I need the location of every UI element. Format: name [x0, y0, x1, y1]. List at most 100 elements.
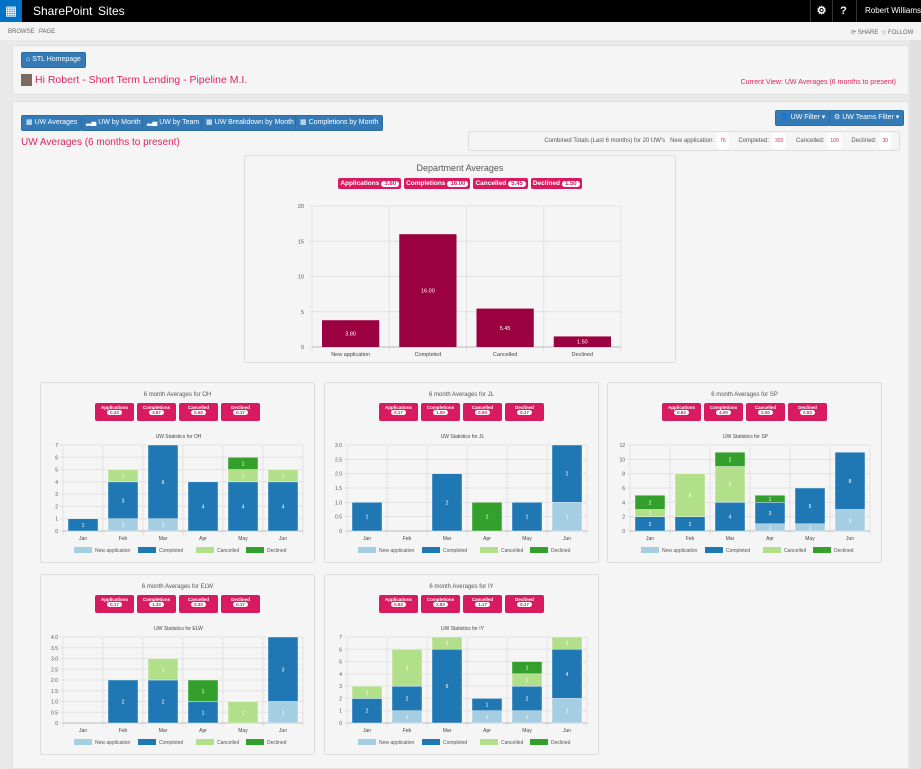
y-tick-label: 10	[619, 457, 625, 463]
x-tick-label: Feb	[403, 536, 412, 542]
badge-label: Applications	[384, 405, 412, 410]
legend-swatch	[763, 547, 781, 553]
segment-value-label: 4	[202, 504, 205, 510]
x-tick-label: Jan	[646, 536, 654, 542]
x-tick-label: Mar	[159, 728, 168, 734]
bar-value-label: 1.50	[577, 340, 588, 346]
stacked-bar-segment	[431, 636, 463, 650]
totals-cancelled-label: Cancelled:	[796, 138, 825, 144]
gear-icon[interactable]: ⚙	[810, 0, 832, 22]
x-tick-label: Jan	[363, 536, 371, 542]
average-badge: Declined 0.83	[788, 403, 827, 421]
tab-label: Completions by Month	[308, 119, 379, 126]
stl-homepage-button[interactable]: ⌂ STL Homepage	[21, 52, 86, 68]
average-badge: Applications 0.83	[379, 595, 418, 613]
badge-value: 0.83	[391, 602, 406, 607]
legend-swatch	[813, 547, 831, 553]
average-badge: Completions 1.00	[421, 403, 460, 421]
uw-filter-button[interactable]: 👤 UW Filter ▾	[775, 110, 831, 126]
segment-value-label: 2	[162, 700, 165, 706]
tab-uw-breakdown-by-month[interactable]: ▦ UW Breakdown by Month	[201, 115, 299, 131]
legend-label: New application	[95, 740, 131, 746]
segment-value-label: 3	[406, 666, 409, 672]
average-badges: Applications 0.17 Completions 1.33 Cancelled…	[41, 595, 314, 613]
average-badge: Completions 2.83	[421, 595, 460, 613]
y-tick-label: 5	[55, 468, 58, 474]
chart-svg: 0 5 10 15 20 3.80 New application 16.00 Complete…	[298, 204, 622, 358]
stacked-bar-segment	[634, 494, 666, 510]
x-tick-label: Mar	[726, 536, 735, 542]
follow-button[interactable]: ☆ FOLLOW	[881, 30, 914, 36]
share-button[interactable]: ⟳ SHARE	[851, 30, 879, 36]
legend-label: New application	[95, 548, 131, 554]
y-tick-label: 0	[622, 529, 625, 535]
tab-uw-averages[interactable]: ▦ UW Averages	[21, 115, 83, 131]
legend-swatch	[480, 547, 498, 553]
legend-swatch	[422, 547, 440, 553]
badge-label: Declined	[231, 597, 250, 602]
x-tick-label: Feb	[686, 536, 695, 542]
segment-value-label: 1	[366, 515, 369, 521]
chart-subtitle: UW Statistics for JL	[441, 434, 485, 440]
legend-label: Declined	[551, 740, 571, 746]
legend-swatch	[530, 547, 548, 553]
x-tick-label: Feb	[119, 728, 128, 734]
y-tick-label: 3	[55, 492, 58, 498]
y-tick-label: 3.0	[51, 657, 58, 663]
tab-completions-by-month[interactable]: ▦ Completions by Month	[295, 115, 384, 131]
stacked-bar-segment	[551, 444, 583, 503]
tab-uw-by-team[interactable]: ▂▄ UW by Team	[142, 115, 205, 131]
stacked-bar-segment	[67, 518, 99, 532]
average-badge: Applications 0.17	[379, 403, 418, 421]
tab-label: UW by Month	[98, 119, 141, 126]
x-tick-label: Completed	[415, 352, 442, 358]
tab-browse[interactable]: BROWSE	[8, 29, 35, 35]
stacked-bar-segment	[794, 487, 826, 525]
tab-uw-by-month[interactable]: ▂▄ UW by Month	[81, 115, 146, 131]
badge-label: Completions	[426, 405, 455, 410]
segment-value-label: 1	[162, 667, 165, 673]
average-badges: Applications 0.33 Completions 3.67 Cancelled…	[41, 403, 314, 421]
scrollbar[interactable]	[910, 40, 921, 769]
badge-label: Completions	[709, 405, 738, 410]
chart-title: 6 month Averages for JL	[429, 392, 494, 398]
segment-value-label: 8	[849, 479, 852, 485]
segment-value-label: 2	[566, 472, 569, 478]
stacked-bar-segment	[227, 457, 259, 470]
stacked-bar-segment	[351, 698, 383, 724]
y-tick-label: 0.5	[51, 710, 58, 716]
legend-label: Completed	[159, 548, 183, 554]
totals-new-label: New application:	[670, 138, 715, 144]
x-tick-label: Mar	[443, 536, 452, 542]
totals-declined-label: Declined:	[851, 138, 877, 144]
badge-label: Declined	[798, 405, 817, 410]
y-tick-label: 6	[339, 647, 342, 653]
sites-link[interactable]: Sites	[98, 4, 125, 18]
y-tick-label: 1.5	[51, 689, 58, 695]
segment-value-label: 5	[809, 504, 812, 510]
tab-page[interactable]: PAGE	[39, 29, 56, 35]
sharepoint-brand[interactable]: SharePoint	[33, 4, 93, 18]
legend-label: Declined	[267, 740, 287, 746]
user-menu[interactable]: Robert Williams	[856, 0, 921, 22]
department-averages-card: Department Averages Applications 3.80 Compl…	[244, 155, 676, 363]
uw-teams-filter-button[interactable]: ⚙ UW Teams Filter ▾	[829, 110, 905, 126]
stacked-bar-segment	[511, 502, 543, 532]
stacked-bar-segment	[471, 502, 503, 532]
average-badges: Applications 3.80 Completions 16.00 Cancelle…	[245, 178, 675, 189]
legend-label: New application	[379, 548, 415, 554]
badge-value: 1.33	[149, 602, 164, 607]
average-badge: Cancelled 0.50	[179, 403, 218, 421]
y-tick-label: 1.0	[335, 500, 342, 506]
help-icon[interactable]: ?	[832, 0, 854, 22]
badge-value: 5.45	[508, 180, 526, 187]
segment-value-label: 1	[82, 523, 85, 529]
legend-label: Completed	[159, 740, 183, 746]
y-tick-label: 3.0	[335, 443, 342, 449]
legend-label: Declined	[834, 548, 854, 554]
badge-value: 0.83	[674, 410, 689, 415]
app-launcher-icon[interactable]: ▦	[0, 0, 22, 22]
x-tick-label: Jun	[563, 536, 571, 542]
segment-value-label: 2	[649, 522, 652, 528]
x-tick-label: May	[238, 728, 248, 734]
